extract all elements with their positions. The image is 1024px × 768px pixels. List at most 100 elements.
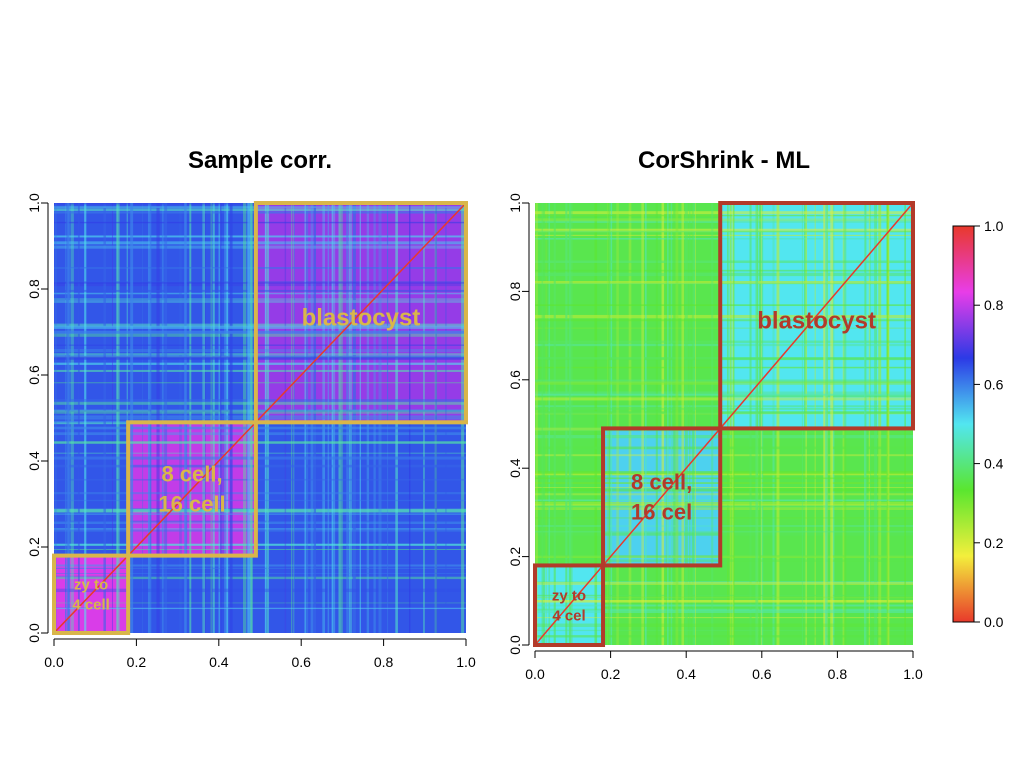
heatmap-row-stripe <box>535 471 913 475</box>
heatmap-col-stripe <box>327 203 330 633</box>
annotation-label: 16 cell <box>158 492 225 517</box>
heatmap-row-stripe <box>54 602 466 604</box>
panel-title: CorShrink - ML <box>638 147 810 174</box>
heatmap-row-stripe <box>535 214 913 217</box>
y-tick-label: 0.8 <box>507 281 523 301</box>
heatmap-col-stripe <box>229 203 233 633</box>
heatmap-col-stripe <box>570 203 573 645</box>
heatmap-col-stripe <box>606 203 609 645</box>
heatmap-col-stripe <box>55 203 57 633</box>
heatmap-row-stripe <box>535 487 913 488</box>
y-tick-label: 0.0 <box>507 635 523 655</box>
colorbar-tick-label: 0.8 <box>984 297 1004 313</box>
heatmap-row-stripe <box>54 323 466 327</box>
heatmap-row-stripe <box>535 340 913 343</box>
annotation-label: zy to <box>552 587 586 604</box>
heatmap-col-stripe <box>644 203 647 645</box>
heatmap-col-stripe <box>359 203 361 633</box>
heatmap-matrix <box>54 203 466 633</box>
heatmap-row-stripe <box>54 362 466 365</box>
heatmap-col-stripe <box>776 203 780 645</box>
heatmap-col-stripe <box>824 203 828 645</box>
heatmap-row-stripe <box>54 325 466 329</box>
annotation-box-3 <box>718 201 915 431</box>
heatmap-col-stripe <box>760 203 764 645</box>
y-tick-label: 0.8 <box>26 279 42 299</box>
annotation-label: blastocyst <box>302 304 421 331</box>
heatmap-row-stripe <box>54 245 466 249</box>
colorbar-gradient <box>952 225 975 623</box>
heatmap-row-stripe <box>54 499 466 502</box>
heatmap-row-stripe <box>54 607 466 609</box>
heatmap-row-stripe <box>535 230 913 233</box>
heatmap-col-stripe <box>445 203 447 633</box>
heatmap-row-stripe <box>535 477 913 480</box>
heatmap-col-stripe <box>869 203 871 645</box>
heatmap-row-stripe <box>535 228 913 233</box>
heatmap-col-stripe <box>349 203 353 633</box>
heatmap-row-stripe <box>54 333 466 337</box>
heatmap-col-stripe <box>610 203 613 645</box>
heatmap-col-stripe <box>830 203 834 645</box>
heatmap-col-stripe <box>864 203 866 645</box>
heatmap-col-stripe <box>435 203 437 633</box>
heatmap-row-stripe <box>54 432 466 436</box>
colorbar-tick-label: 0.4 <box>984 456 1004 472</box>
heatmap-col-stripe <box>116 203 118 633</box>
heatmap-col-stripe <box>689 203 691 645</box>
x-tick-label: 0.6 <box>291 654 311 670</box>
annotation-label: 8 cell, <box>631 470 692 495</box>
heatmap-row-stripe <box>535 238 913 240</box>
heatmap-col-stripe <box>220 203 222 633</box>
y-tick-label: 0.4 <box>26 451 42 471</box>
colorbar-tick-label: 1.0 <box>984 218 1004 234</box>
heatmap-row-stripe <box>535 623 913 627</box>
heatmap-row-stripe <box>535 269 913 272</box>
heatmap-row-stripe <box>54 529 466 532</box>
heatmap-row-stripe <box>54 588 466 593</box>
heatmap-col-stripe <box>832 203 835 645</box>
heatmap-col-stripe <box>842 203 845 645</box>
heatmap-row-stripe <box>54 576 466 580</box>
heatmap-row-stripe <box>535 609 913 614</box>
heatmap-row-stripe <box>54 235 466 238</box>
heatmap-col-stripe <box>116 203 120 633</box>
heatmap-row-stripe <box>54 282 466 284</box>
y-tick-label: 0.4 <box>507 458 523 478</box>
heatmap-row-stripe <box>535 517 913 519</box>
heatmap-col-stripe <box>803 203 807 645</box>
heatmap-row-stripe <box>535 366 913 369</box>
heatmap-col-stripe <box>628 203 632 645</box>
heatmap-col-stripe <box>130 203 134 633</box>
heatmap-row-stripe <box>54 356 466 360</box>
heatmap-row-stripe <box>535 314 913 319</box>
heatmap-row-stripe <box>54 564 466 567</box>
x-tick-label: 0.6 <box>752 666 772 682</box>
heatmap-col-stripe <box>865 203 867 645</box>
annotation-box-3 <box>253 201 468 425</box>
heatmap-row-stripe <box>535 282 913 285</box>
heatmap-col-stripe <box>553 203 556 645</box>
heatmap-col-stripe <box>608 203 611 645</box>
y-tick-label: 0.2 <box>507 547 523 567</box>
heatmap-row-stripe <box>54 567 466 569</box>
heatmap-row-stripe <box>535 501 913 506</box>
heatmap-row-stripe <box>535 505 913 508</box>
heatmap-matrix <box>535 203 913 645</box>
heatmap-row-stripe <box>535 435 913 439</box>
heatmap-col-stripe <box>111 203 113 633</box>
y-tick-label: 0.0 <box>26 623 42 643</box>
heatmap-row-stripe <box>535 454 913 457</box>
heatmap-col-stripe <box>675 203 679 645</box>
heatmap-col-stripe <box>684 203 688 645</box>
heatmap-diagonal <box>535 203 913 645</box>
heatmap-col-stripe <box>755 203 759 645</box>
heatmap-col-stripe <box>814 203 816 645</box>
heatmap-row-stripe <box>535 343 913 347</box>
heatmap-col-stripe <box>692 203 696 645</box>
panel-title: Sample corr. <box>188 147 332 174</box>
x-tick-label: 0.8 <box>828 666 848 682</box>
heatmap-row-stripe <box>535 629 913 632</box>
heatmap-col-stripe <box>616 203 619 645</box>
y-tick-label: 0.6 <box>507 370 523 390</box>
